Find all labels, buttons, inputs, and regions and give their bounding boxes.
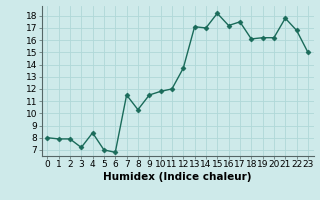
X-axis label: Humidex (Indice chaleur): Humidex (Indice chaleur) <box>103 172 252 182</box>
